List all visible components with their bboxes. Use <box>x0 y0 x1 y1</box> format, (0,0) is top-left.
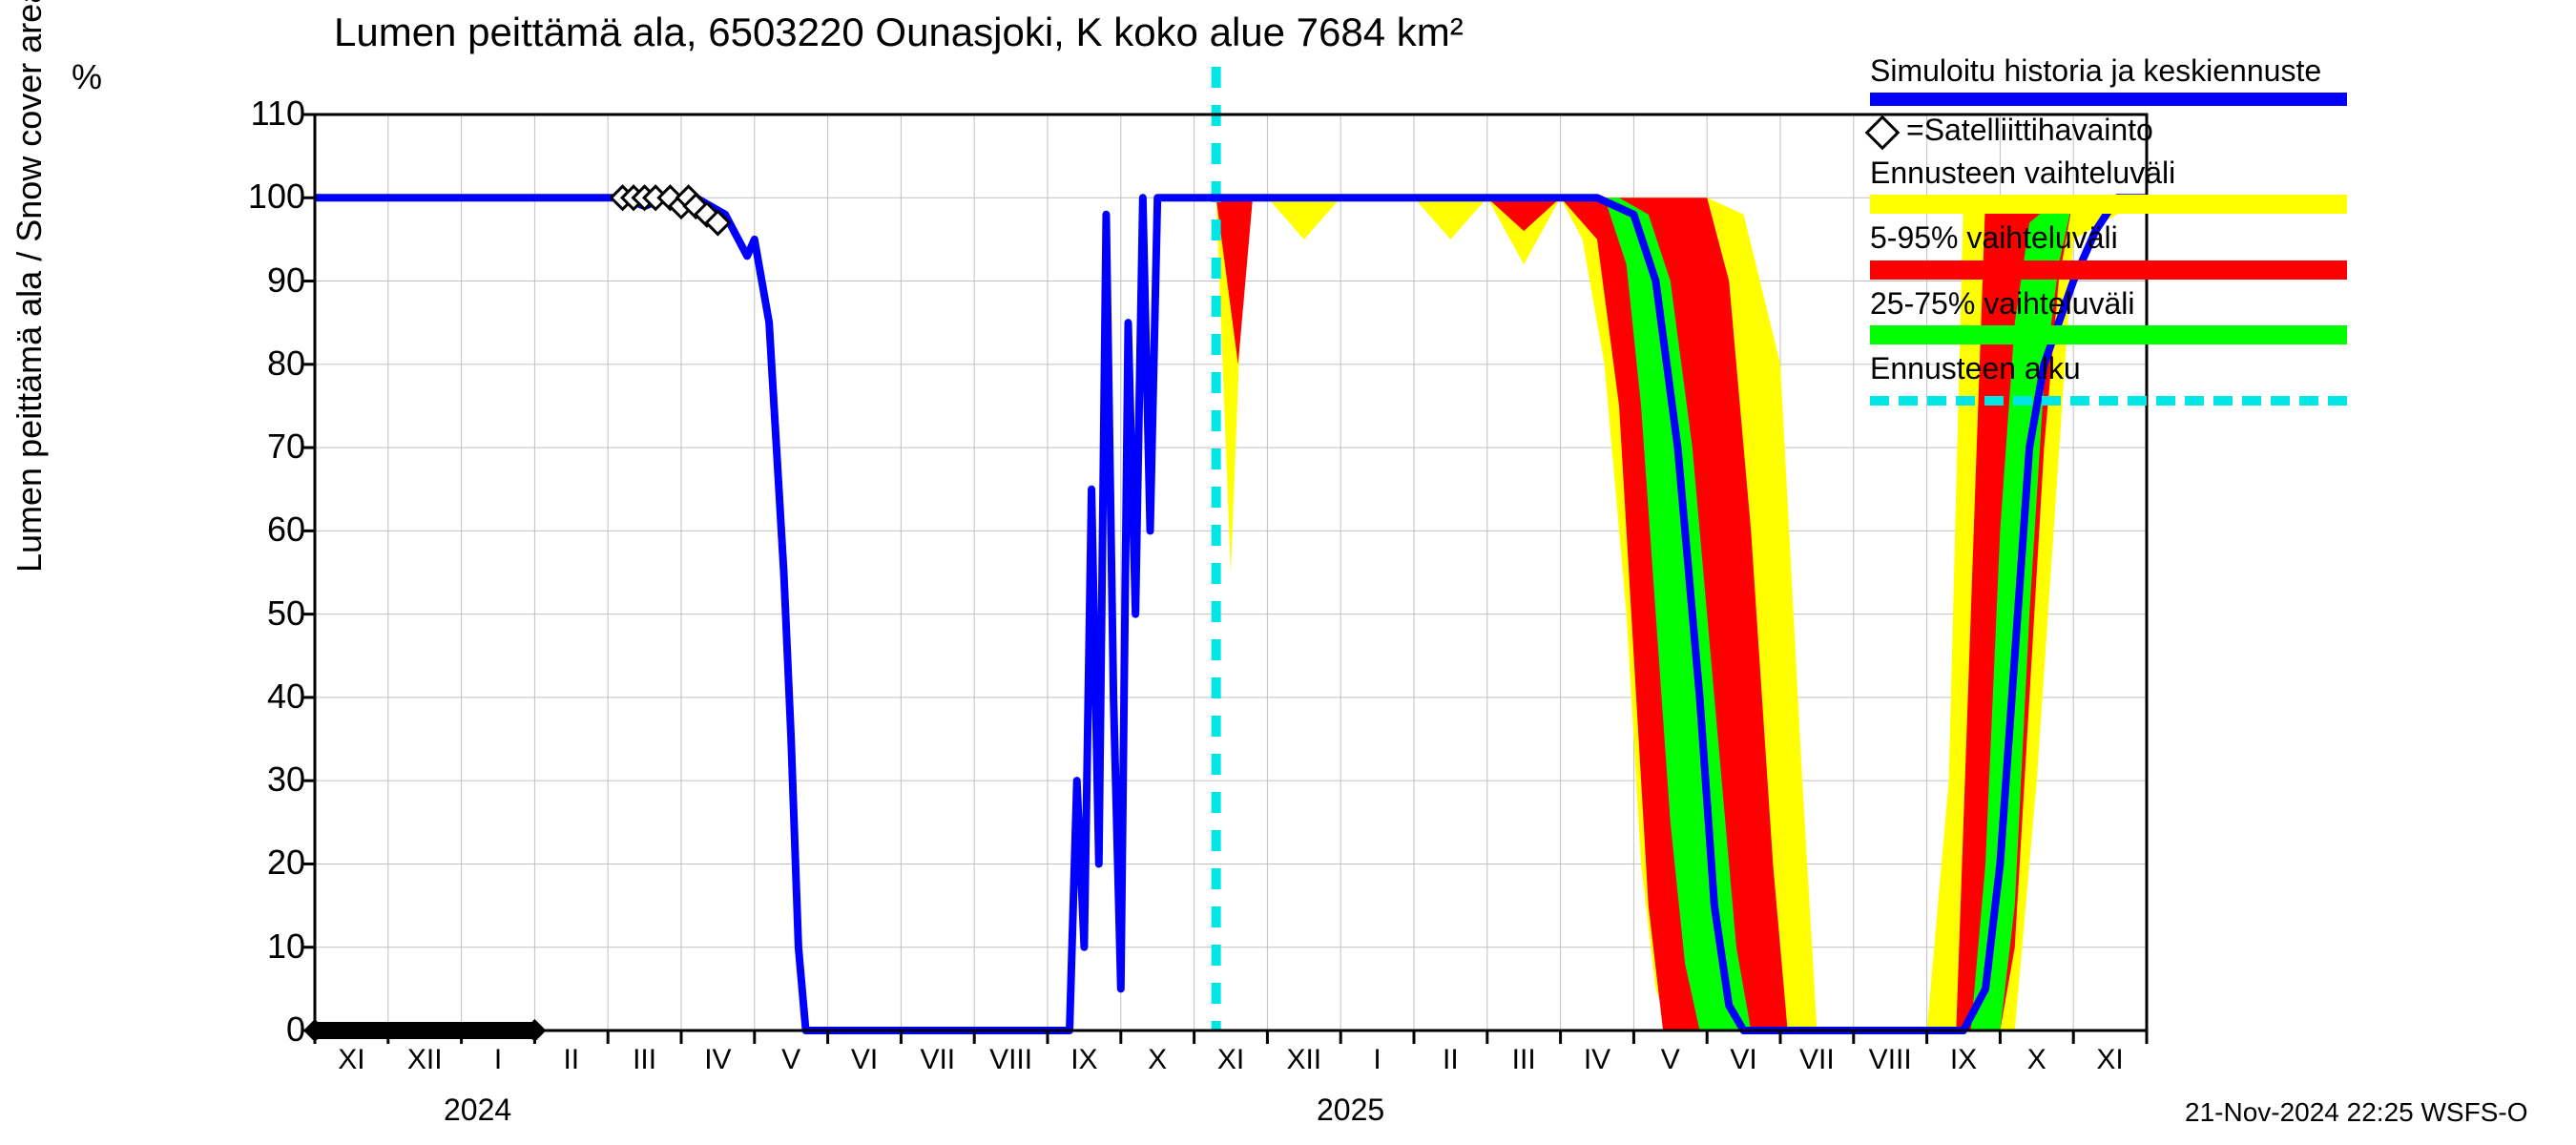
x-tick-label: III <box>633 1044 656 1076</box>
x-tick-label: V <box>1661 1044 1680 1076</box>
y-axis-label: Lumen peittämä ala / Snow cover area <box>10 0 50 572</box>
x-tick-label: II <box>1443 1044 1459 1076</box>
legend-range-595: 5-95% vaihteluväli <box>1870 219 2366 279</box>
x-tick-label: X <box>1148 1044 1167 1076</box>
y-tick-label: 90 <box>210 260 305 301</box>
year-label-2025: 2025 <box>1317 1093 1384 1128</box>
y-tick-label: 70 <box>210 427 305 467</box>
x-tick-label: III <box>1512 1044 1536 1076</box>
x-tick-label: IX <box>1950 1044 1977 1076</box>
chart-title: Lumen peittämä ala, 6503220 Ounasjoki, K… <box>334 10 1464 55</box>
legend-yellow-swatch <box>1870 195 2347 214</box>
x-tick-label: IX <box>1070 1044 1097 1076</box>
y-tick-label: 110 <box>210 94 305 134</box>
legend-sim-label: Simuloitu historia ja keskiennuste <box>1870 53 2321 88</box>
legend: Simuloitu historia ja keskiennuste =Sate… <box>1870 52 2366 411</box>
y-tick-label: 80 <box>210 344 305 384</box>
legend-range-2575: 25-75% vaihteluväli <box>1870 285 2366 344</box>
x-tick-label: XII <box>1286 1044 1321 1076</box>
legend-sim: Simuloitu historia ja keskiennuste <box>1870 52 2366 106</box>
x-tick-label: VII <box>1799 1044 1835 1076</box>
x-tick-label: V <box>781 1044 800 1076</box>
x-tick-label: XI <box>1217 1044 1244 1076</box>
y-tick-label: 50 <box>210 593 305 634</box>
legend-green-swatch <box>1870 325 2347 344</box>
x-tick-label: VII <box>920 1044 955 1076</box>
y-tick-label: 100 <box>210 177 305 217</box>
y-tick-label: 40 <box>210 677 305 717</box>
legend-range-full: Ennusteen vaihteluväli <box>1870 155 2366 214</box>
x-tick-label: IV <box>704 1044 731 1076</box>
x-tick-label: VIII <box>989 1044 1032 1076</box>
y-tick-label: 0 <box>210 1010 305 1050</box>
x-tick-label: XII <box>407 1044 443 1076</box>
legend-forecast-start: Ennusteen alku <box>1870 350 2366 406</box>
x-tick-label: VI <box>851 1044 878 1076</box>
legend-sat: =Satelliittihavainto <box>1870 112 2366 148</box>
y-tick-label: 20 <box>210 843 305 883</box>
x-tick-label: X <box>2027 1044 2046 1076</box>
x-tick-label: I <box>494 1044 502 1076</box>
legend-red-swatch <box>1870 260 2347 280</box>
legend-range-2575-label: 25-75% vaihteluväli <box>1870 286 2135 321</box>
y-axis-unit: % <box>72 57 102 97</box>
legend-sim-swatch <box>1870 93 2347 106</box>
legend-sat-label: =Satelliittihavainto <box>1906 113 2153 147</box>
legend-range-full-label: Ennusteen vaihteluväli <box>1870 156 2175 190</box>
x-tick-label: II <box>563 1044 579 1076</box>
year-label-2024: 2024 <box>444 1093 511 1128</box>
y-tick-label: 60 <box>210 510 305 550</box>
x-tick-label: VI <box>1730 1044 1756 1076</box>
legend-forecast-start-label: Ennusteen alku <box>1870 351 2081 385</box>
y-tick-label: 10 <box>210 926 305 967</box>
x-tick-label: IV <box>1584 1044 1610 1076</box>
timestamp: 21-Nov-2024 22:25 WSFS-O <box>2185 1097 2528 1128</box>
legend-range-595-label: 5-95% vaihteluväli <box>1870 220 2118 255</box>
legend-cyan-dash <box>1870 396 2347 406</box>
chart-container: Lumen peittämä ala, 6503220 Ounasjoki, K… <box>0 0 2576 1145</box>
x-tick-label: XI <box>338 1044 364 1076</box>
diamond-icon <box>1865 115 1901 151</box>
x-tick-label: XI <box>2096 1044 2123 1076</box>
x-tick-label: I <box>1373 1044 1381 1076</box>
x-tick-label: VIII <box>1869 1044 1912 1076</box>
y-tick-label: 30 <box>210 760 305 800</box>
